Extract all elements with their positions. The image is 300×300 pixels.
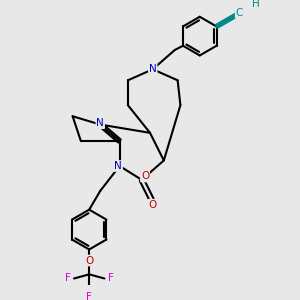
Text: F: F [65, 274, 71, 284]
Text: O: O [141, 172, 149, 182]
Text: F: F [86, 292, 92, 300]
Text: C: C [236, 8, 243, 18]
Text: N: N [96, 118, 104, 128]
Text: F: F [107, 274, 113, 284]
Text: H: H [252, 0, 260, 9]
Text: N: N [149, 64, 157, 74]
Text: O: O [85, 256, 94, 266]
Text: O: O [148, 200, 157, 210]
Text: N: N [114, 161, 122, 171]
